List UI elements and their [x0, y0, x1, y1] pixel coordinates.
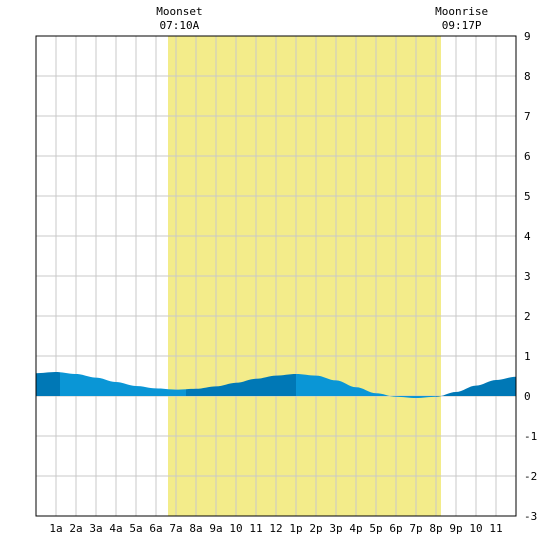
x-tick-label: 3a — [89, 522, 102, 535]
x-tick-label: 2p — [309, 522, 322, 535]
y-tick-label: -2 — [524, 470, 537, 483]
x-tick-label: 1p — [289, 522, 302, 535]
y-tick-label: 1 — [524, 350, 531, 363]
y-tick-label: 6 — [524, 150, 531, 163]
moonset-time: 07:10A — [160, 19, 200, 32]
x-tick-label: 5a — [129, 522, 142, 535]
y-tick-label: 4 — [524, 230, 531, 243]
x-tick-label: 11 — [489, 522, 502, 535]
x-tick-label: 9a — [209, 522, 222, 535]
y-tick-label: 0 — [524, 390, 531, 403]
moonrise-time: 09:17P — [442, 19, 482, 32]
x-tick-label: 11 — [249, 522, 262, 535]
tide-area-segment — [36, 372, 60, 396]
y-tick-label: 5 — [524, 190, 531, 203]
tide-area-segment — [436, 376, 516, 397]
y-tick-labels: 9 8 7 6 5 4 3 2 1 0 -1 -2 -3 — [524, 30, 537, 523]
tide-area-layer — [36, 372, 516, 398]
x-tick-label: 5p — [369, 522, 382, 535]
y-tick-label: -3 — [524, 510, 537, 523]
y-tick-label: 3 — [524, 270, 531, 283]
plot-frame — [35, 35, 517, 517]
tide-area-segment — [186, 374, 296, 396]
moonset-label: Moonset — [156, 5, 202, 18]
x-tick-label: 4p — [349, 522, 362, 535]
x-tick-label: 6p — [389, 522, 402, 535]
y-tick-label: 7 — [524, 110, 531, 123]
tide-area-segment — [296, 374, 436, 398]
x-tick-label: 4a — [109, 522, 122, 535]
y-tick-label: -1 — [524, 430, 537, 443]
grid-layer — [36, 36, 516, 516]
x-tick-label: 8a — [189, 522, 202, 535]
x-tick-label: 2a — [69, 522, 82, 535]
y-tick-label: 8 — [524, 70, 531, 83]
x-tick-label: 10 — [469, 522, 482, 535]
tide-area-segment — [60, 372, 186, 396]
moonrise-label: Moonrise — [435, 5, 488, 18]
y-tick-label: 9 — [524, 30, 531, 43]
x-tick-label: 1a — [49, 522, 62, 535]
y-tick-label: 2 — [524, 310, 531, 323]
x-tick-label: 8p — [429, 522, 442, 535]
x-tick-labels: 1a 2a 3a 4a 5a 6a 7a 8a 9a 10 11 12 1p 2p 3p 4p 5p 6p 7p 8p… — [49, 522, 502, 535]
x-tick-label: 7a — [169, 522, 182, 535]
x-tick-label: 3p — [329, 522, 342, 535]
x-tick-label: 6a — [149, 522, 162, 535]
x-tick-label: 12 — [269, 522, 282, 535]
x-tick-label: 9p — [449, 522, 462, 535]
frame-layer — [35, 35, 517, 517]
x-tick-label: 10 — [229, 522, 242, 535]
x-tick-label: 7p — [409, 522, 422, 535]
